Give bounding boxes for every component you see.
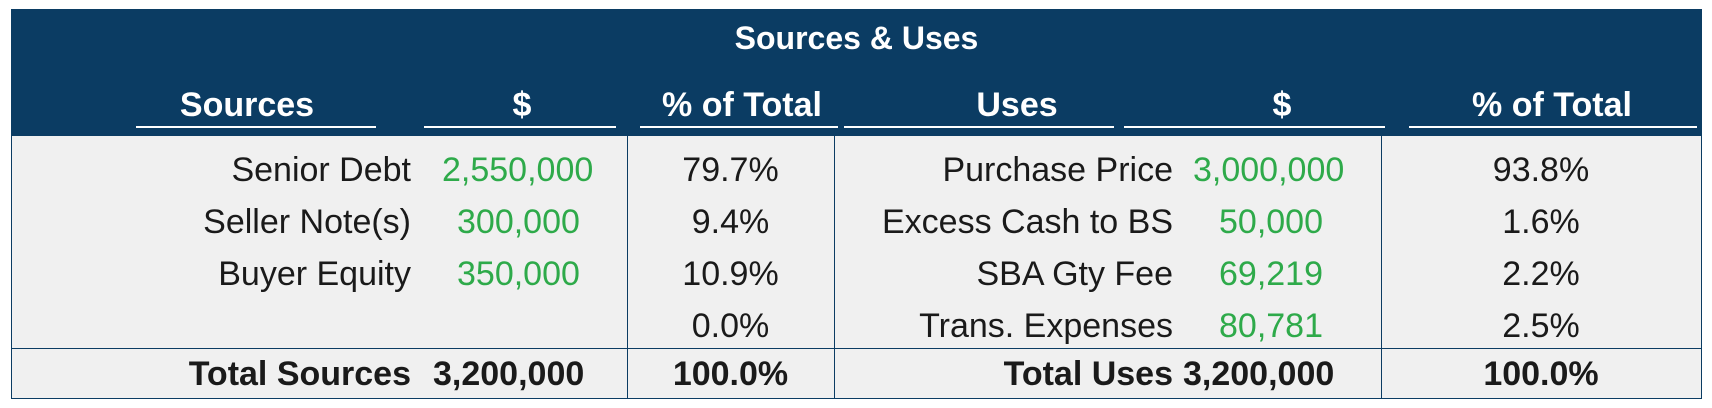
uses-pct-column-header: % of Total — [1472, 86, 1632, 124]
column-divider — [1701, 136, 1702, 399]
table-title: Sources & Uses — [734, 20, 979, 56]
source-label: Buyer Equity — [218, 255, 411, 293]
column-divider — [1381, 136, 1382, 399]
source-pct: 9.4% — [691, 203, 770, 241]
sources-amount-column-header: $ — [512, 86, 532, 124]
source-amount — [457, 301, 627, 351]
use-pct: 2.2% — [1502, 255, 1580, 293]
total-uses-label: Total Uses — [1003, 355, 1173, 393]
use-label: Trans. Expenses — [919, 307, 1173, 345]
uses-amount-column-header: $ — [1272, 86, 1292, 124]
source-label: Seller Note(s) — [203, 203, 411, 241]
source-amount: 300,000 — [457, 203, 580, 241]
use-label: SBA Gty Fee — [976, 255, 1173, 293]
use-pct: 1.6% — [1502, 203, 1580, 241]
total-uses-amount: 3,200,000 — [1183, 355, 1335, 393]
total-sources-pct: 100.0% — [672, 355, 789, 393]
use-label: Excess Cash to BS — [881, 203, 1173, 241]
use-amount: 80,781 — [1219, 307, 1323, 345]
source-pct: 79.7% — [682, 151, 779, 189]
table-header: Sources & Uses Sources $ % of Total Uses… — [11, 9, 1702, 136]
sources-uses-table: Sources & Uses Sources $ % of Total Uses… — [11, 9, 1702, 399]
header-underline — [640, 126, 838, 128]
total-sources-amount: 3,200,000 — [433, 355, 585, 393]
source-amount: 2,550,000 — [442, 151, 594, 189]
totals-divider — [11, 348, 1702, 349]
total-sources-label: Total Sources — [188, 355, 411, 393]
header-underline — [136, 126, 376, 128]
source-pct: 0.0% — [691, 307, 770, 345]
source-label — [111, 301, 411, 351]
header-underline — [844, 126, 1114, 128]
source-amount: 350,000 — [457, 255, 580, 293]
table-body — [11, 136, 1702, 399]
header-underline — [424, 126, 616, 128]
use-amount: 50,000 — [1219, 203, 1323, 241]
uses-column-header: Uses — [976, 86, 1058, 124]
column-divider — [834, 136, 835, 399]
total-uses-pct: 100.0% — [1483, 355, 1599, 393]
use-amount: 3,000,000 — [1193, 151, 1345, 189]
header-underline — [1124, 126, 1385, 128]
column-divider — [11, 136, 12, 399]
sources-column-header: Sources — [179, 86, 315, 124]
header-underline — [1409, 126, 1697, 128]
column-divider — [627, 136, 628, 399]
use-amount: 69,219 — [1219, 255, 1323, 293]
sources-pct-column-header: % of Total — [662, 86, 822, 124]
use-label: Purchase Price — [942, 151, 1173, 189]
source-label: Senior Debt — [231, 151, 411, 189]
use-pct: 2.5% — [1502, 307, 1580, 345]
source-pct: 10.9% — [682, 255, 779, 293]
use-pct: 93.8% — [1492, 151, 1590, 189]
